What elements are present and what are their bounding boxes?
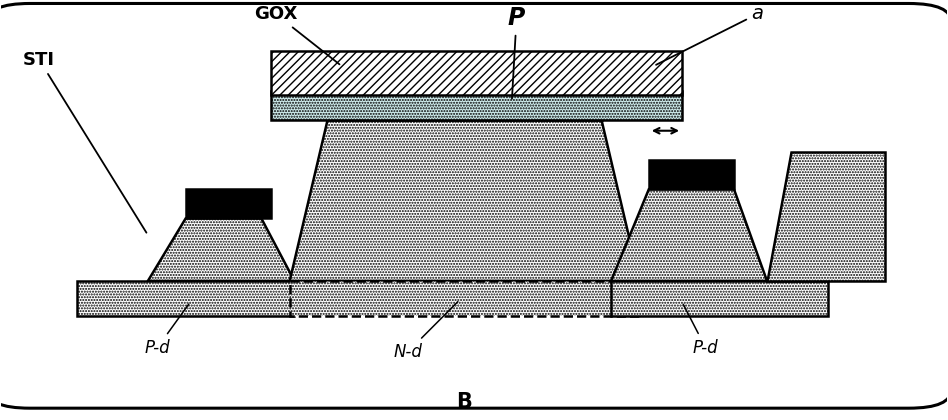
Polygon shape	[186, 189, 271, 218]
Polygon shape	[611, 281, 829, 316]
Polygon shape	[77, 281, 295, 316]
Text: N-d: N-d	[393, 302, 458, 361]
Polygon shape	[327, 91, 602, 120]
Polygon shape	[648, 160, 734, 189]
Text: P-d: P-d	[684, 304, 719, 357]
Polygon shape	[611, 189, 767, 281]
Bar	[271, 52, 682, 95]
Polygon shape	[767, 152, 885, 281]
Polygon shape	[290, 281, 639, 316]
Text: GOX: GOX	[254, 5, 339, 64]
Text: a: a	[656, 4, 763, 65]
Text: STI: STI	[23, 51, 146, 233]
Text: B: B	[457, 392, 472, 412]
Text: P: P	[508, 6, 525, 99]
FancyBboxPatch shape	[0, 3, 948, 408]
Polygon shape	[148, 218, 295, 281]
Polygon shape	[290, 120, 639, 281]
Bar	[271, 91, 682, 120]
Text: P-d: P-d	[144, 304, 189, 357]
